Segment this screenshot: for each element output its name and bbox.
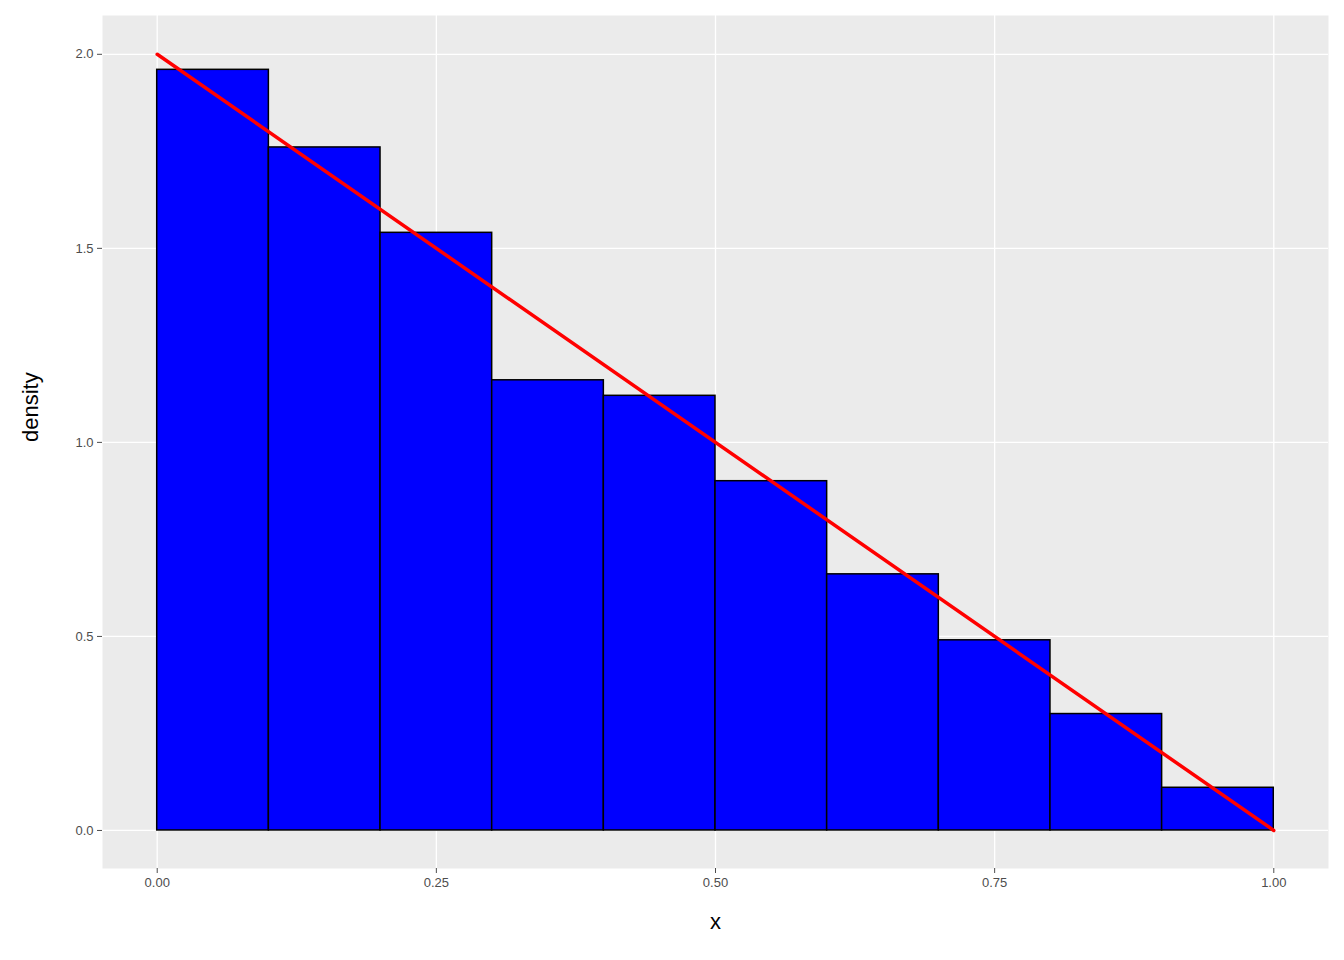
- svg-text:0.00: 0.00: [145, 875, 170, 890]
- svg-text:x: x: [710, 909, 721, 934]
- svg-text:0.75: 0.75: [982, 875, 1007, 890]
- svg-text:0.5: 0.5: [75, 629, 93, 644]
- svg-text:1.0: 1.0: [75, 435, 93, 450]
- svg-text:0.25: 0.25: [424, 875, 449, 890]
- svg-text:1.00: 1.00: [1261, 875, 1286, 890]
- svg-text:0.50: 0.50: [703, 875, 728, 890]
- svg-text:2.0: 2.0: [75, 46, 93, 61]
- svg-text:density: density: [18, 372, 43, 442]
- svg-text:0.0: 0.0: [75, 823, 93, 838]
- svg-text:1.5: 1.5: [75, 241, 93, 256]
